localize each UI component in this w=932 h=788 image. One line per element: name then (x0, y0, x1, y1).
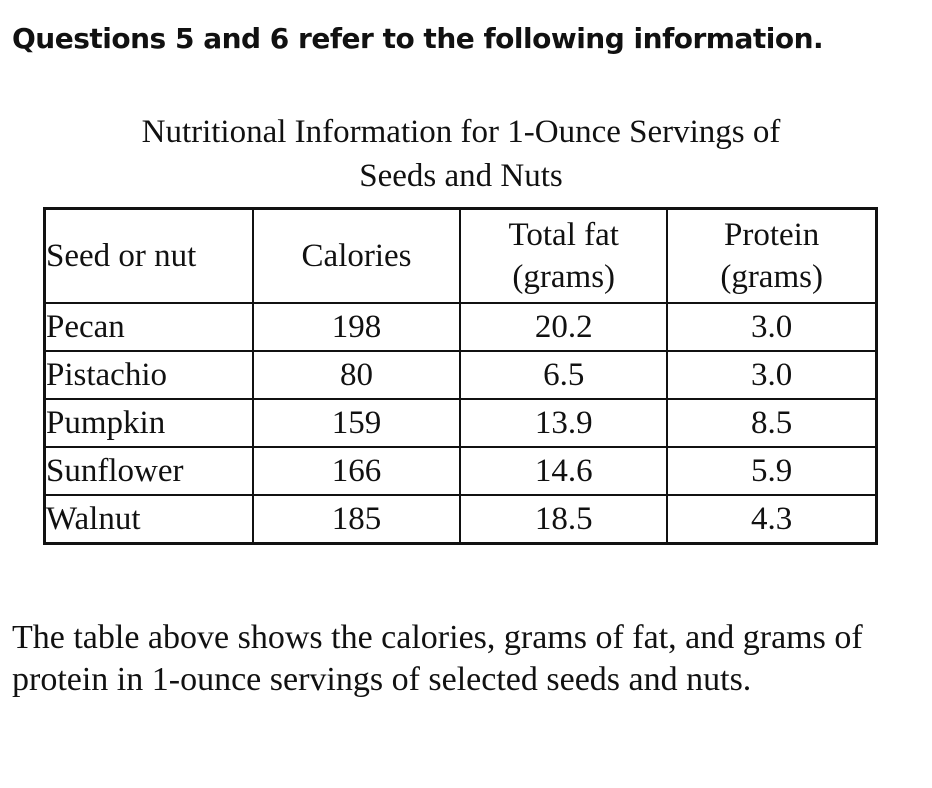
table-caption-line-1: Nutritional Information for 1-Ounce Serv… (141, 114, 781, 150)
cell-protein: 3.0 (666, 302, 878, 352)
header-protein-line-1: Protein (723, 217, 820, 253)
description-paragraph: The table above shows the calories, gram… (12, 619, 863, 698)
cell-protein: 8.5 (666, 398, 878, 448)
table-header-row: Seed or nut Calories Total fat (grams) P… (43, 207, 878, 304)
cell-name: Pumpkin (43, 398, 254, 448)
cell-fat: 18.5 (459, 494, 669, 545)
header-total-fat: Total fat (grams) (459, 207, 669, 304)
header-calories: Calories (251, 207, 462, 304)
table-row: Pistachio 80 6.5 3.0 (43, 350, 878, 400)
cell-calories: 166 (251, 446, 462, 496)
cell-name: Pistachio (43, 350, 254, 400)
cell-name: Walnut (43, 494, 254, 545)
cell-calories: 159 (251, 398, 462, 448)
header-protein: Protein (grams) (666, 207, 878, 304)
cell-fat: 20.2 (459, 302, 669, 352)
table-caption-line-2: Seeds and Nuts (359, 158, 563, 194)
table-row: Walnut 185 18.5 4.3 (43, 494, 878, 545)
cell-protein: 4.3 (666, 494, 878, 545)
cell-fat: 13.9 (459, 398, 669, 448)
header-seed-or-nut: Seed or nut (43, 207, 254, 304)
cell-name: Sunflower (43, 446, 254, 496)
cell-protein: 3.0 (666, 350, 878, 400)
cell-calories: 185 (251, 494, 462, 545)
cell-protein: 5.9 (666, 446, 878, 496)
header-protein-line-2: (grams) (720, 259, 823, 295)
section-heading: Questions 5 and 6 refer to the following… (12, 22, 824, 55)
table-row: Pumpkin 159 13.9 8.5 (43, 398, 878, 448)
table-row: Pecan 198 20.2 3.0 (43, 302, 878, 352)
header-total-fat-line-1: Total fat (508, 217, 619, 253)
table-row: Sunflower 166 14.6 5.9 (43, 446, 878, 496)
cell-calories: 198 (251, 302, 462, 352)
table-caption: Nutritional Information for 1-Ounce Serv… (44, 110, 878, 198)
cell-fat: 14.6 (459, 446, 669, 496)
cell-calories: 80 (251, 350, 462, 400)
header-total-fat-line-2: (grams) (512, 259, 616, 295)
nutrition-table: Seed or nut Calories Total fat (grams) P… (43, 207, 878, 545)
cell-fat: 6.5 (459, 350, 669, 400)
cell-name: Pecan (43, 302, 254, 352)
